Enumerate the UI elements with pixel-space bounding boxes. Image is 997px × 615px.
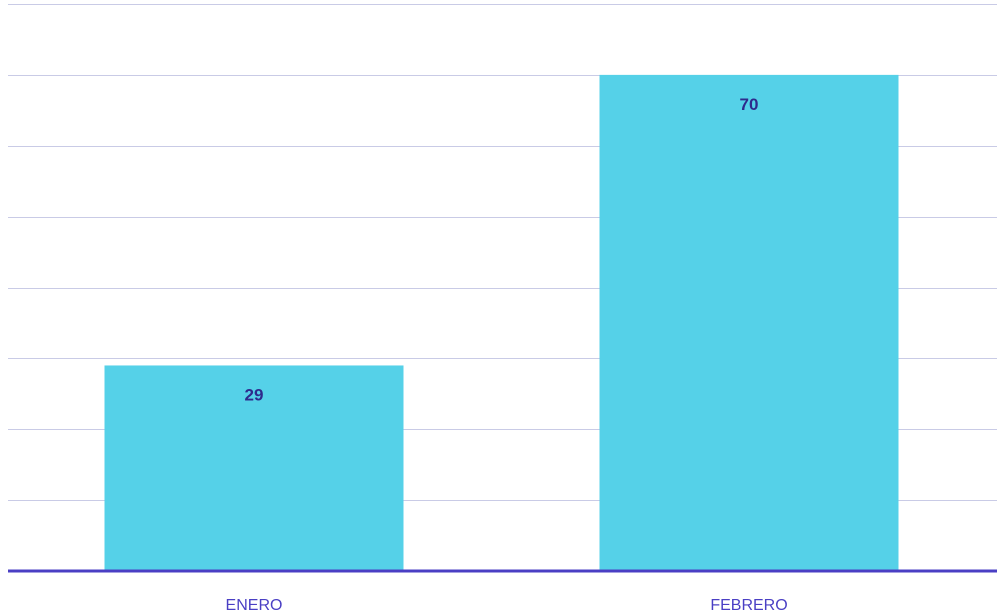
label-layer: 29 70 (245, 95, 759, 405)
bar-febrero (599, 74, 899, 571)
bar-enero (104, 365, 404, 571)
x-tick-label-febrero: FEBRERO (710, 597, 787, 614)
x-axis: ENERO FEBRERO (8, 569, 997, 614)
data-label-enero: 29 (245, 385, 264, 404)
x-tick-label-enero: ENERO (226, 597, 283, 614)
bar-layer (104, 74, 899, 571)
data-label-febrero: 70 (740, 95, 759, 114)
